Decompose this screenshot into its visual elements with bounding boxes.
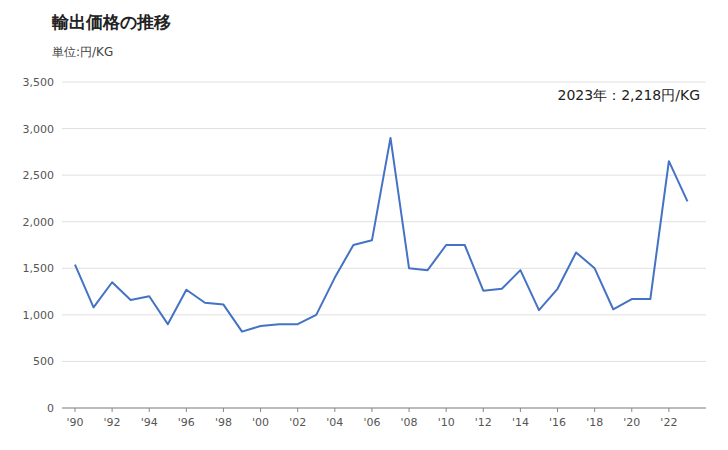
- x-tick: [223, 408, 224, 412]
- chart: 輸出価格の推移単位:円/KG 0 500 1,000 1,500 2,000 2,500 3,…: [0, 0, 728, 450]
- x-tick: [149, 408, 150, 412]
- x-tick-label: '12: [475, 416, 492, 429]
- x-tick: [334, 408, 335, 412]
- y-tick-label: 2,500: [23, 169, 55, 182]
- y-tick-label: 3,000: [23, 123, 55, 136]
- x-tick-label: '08: [401, 416, 418, 429]
- x-tick-label: '04: [326, 416, 343, 429]
- x-tick-label: '10: [438, 416, 455, 429]
- x-tick: [260, 408, 261, 412]
- x-tick: [446, 408, 447, 412]
- x-tick-label: '94: [141, 416, 158, 429]
- grid-line: [62, 268, 706, 269]
- x-tick: [594, 408, 595, 412]
- y-tick-label: 500: [33, 355, 54, 368]
- x-tick: [483, 408, 484, 412]
- x-tick-label: '22: [660, 416, 677, 429]
- y-tick-label: 1,000: [23, 309, 55, 322]
- x-tick: [557, 408, 558, 412]
- plot-area: [75, 138, 687, 332]
- x-tick: [186, 408, 187, 412]
- x-tick-label: '16: [549, 416, 566, 429]
- grid-line: [62, 82, 706, 83]
- x-tick: [112, 408, 113, 412]
- y-tick-label: 0: [47, 402, 54, 415]
- x-tick-label: '00: [252, 416, 269, 429]
- y-tick-label: 3,500: [23, 76, 55, 89]
- grid-line: [62, 221, 706, 222]
- x-tick: [409, 408, 410, 412]
- grid-line: [62, 314, 706, 315]
- x-tick: [520, 408, 521, 412]
- x-tick: [668, 408, 669, 412]
- grid-line: [62, 361, 706, 362]
- x-tick-label: '18: [586, 416, 603, 429]
- y-axis: 0 500 1,000 1,500 2,000 2,500 3,000 3,500: [23, 76, 55, 415]
- x-tick: [631, 408, 632, 412]
- grid-line: [62, 408, 706, 409]
- x-tick: [297, 408, 298, 412]
- x-axis-line: [62, 408, 706, 409]
- y-grid: [62, 82, 706, 408]
- title: 輸出価格の推移: [51, 12, 171, 32]
- x-tick-label: '90: [66, 416, 83, 429]
- y-tick-label: 1,500: [23, 262, 55, 275]
- x-tick-label: '92: [104, 416, 121, 429]
- x-tick: [74, 408, 75, 412]
- x-tick-label: '98: [215, 416, 232, 429]
- y-tick-label: 2,000: [23, 216, 55, 229]
- annotation: 2023年：2,218円/KG: [558, 87, 700, 103]
- x-tick-label: '96: [178, 416, 195, 429]
- x-tick-label: '20: [623, 416, 640, 429]
- subtitle: 単位:円/KG: [52, 45, 113, 59]
- line: [75, 138, 687, 332]
- x-axis: '90 '92 '94 '96 '98 '00 '02 '04 '06 '08 '10 '12 '14 '…: [62, 408, 706, 429]
- x-tick: [371, 408, 372, 412]
- grid-line: [62, 128, 706, 129]
- x-tick-label: '14: [512, 416, 529, 429]
- x-tick-label: '02: [289, 416, 306, 429]
- x-tick-label: '06: [363, 416, 380, 429]
